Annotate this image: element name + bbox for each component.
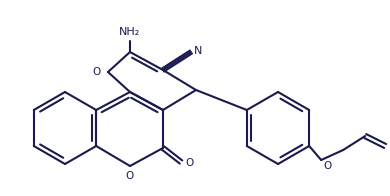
Text: N: N: [194, 46, 202, 56]
Text: O: O: [323, 161, 332, 171]
Text: O: O: [93, 67, 101, 77]
Text: NH₂: NH₂: [119, 27, 141, 37]
Text: O: O: [185, 158, 193, 168]
Text: O: O: [126, 171, 134, 181]
